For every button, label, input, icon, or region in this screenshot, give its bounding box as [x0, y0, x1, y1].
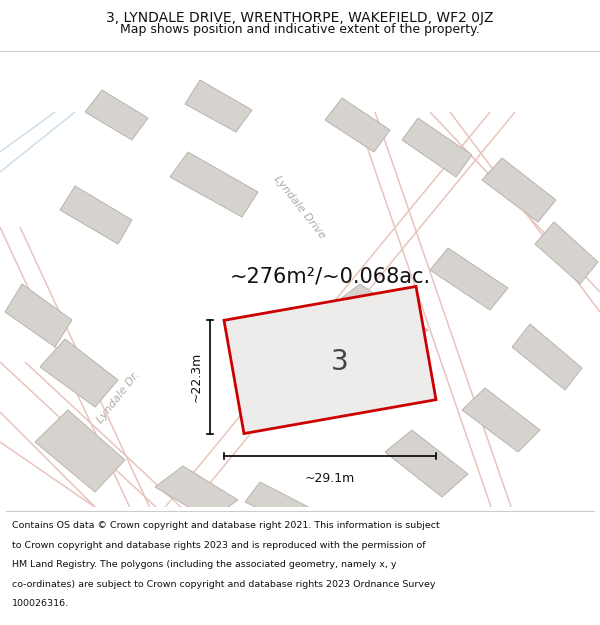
Polygon shape	[535, 222, 598, 284]
Polygon shape	[155, 466, 238, 520]
Polygon shape	[430, 248, 508, 310]
Polygon shape	[5, 284, 72, 347]
Polygon shape	[85, 90, 148, 140]
Polygon shape	[185, 80, 252, 132]
Polygon shape	[385, 430, 468, 497]
Polygon shape	[325, 98, 390, 152]
Polygon shape	[512, 324, 582, 390]
Polygon shape	[462, 388, 540, 452]
Text: ~276m²/~0.068ac.: ~276m²/~0.068ac.	[229, 267, 431, 287]
Polygon shape	[482, 158, 556, 222]
Polygon shape	[170, 152, 258, 217]
Text: to Crown copyright and database rights 2023 and is reproduced with the permissio: to Crown copyright and database rights 2…	[12, 541, 425, 549]
Text: ~22.3m: ~22.3m	[190, 352, 203, 402]
Text: Lyndale Dr.: Lyndale Dr.	[95, 369, 141, 425]
Text: 3: 3	[331, 348, 349, 376]
Polygon shape	[60, 186, 132, 244]
Text: Map shows position and indicative extent of the property.: Map shows position and indicative extent…	[120, 23, 480, 36]
Polygon shape	[35, 410, 125, 492]
Text: co-ordinates) are subject to Crown copyright and database rights 2023 Ordnance S: co-ordinates) are subject to Crown copyr…	[12, 579, 436, 589]
Text: HM Land Registry. The polygons (including the associated geometry, namely x, y: HM Land Registry. The polygons (includin…	[12, 560, 397, 569]
Text: 3, LYNDALE DRIVE, WRENTHORPE, WAKEFIELD, WF2 0JZ: 3, LYNDALE DRIVE, WRENTHORPE, WAKEFIELD,…	[106, 11, 494, 26]
Text: 100026316.: 100026316.	[12, 599, 69, 608]
Polygon shape	[330, 284, 428, 352]
Polygon shape	[224, 286, 436, 434]
Polygon shape	[402, 118, 472, 177]
Polygon shape	[255, 316, 382, 402]
Polygon shape	[245, 482, 318, 530]
Text: ~29.1m: ~29.1m	[305, 471, 355, 484]
Text: Lyndale Drive: Lyndale Drive	[272, 174, 328, 241]
Text: Contains OS data © Crown copyright and database right 2021. This information is : Contains OS data © Crown copyright and d…	[12, 521, 440, 530]
Polygon shape	[40, 339, 118, 407]
